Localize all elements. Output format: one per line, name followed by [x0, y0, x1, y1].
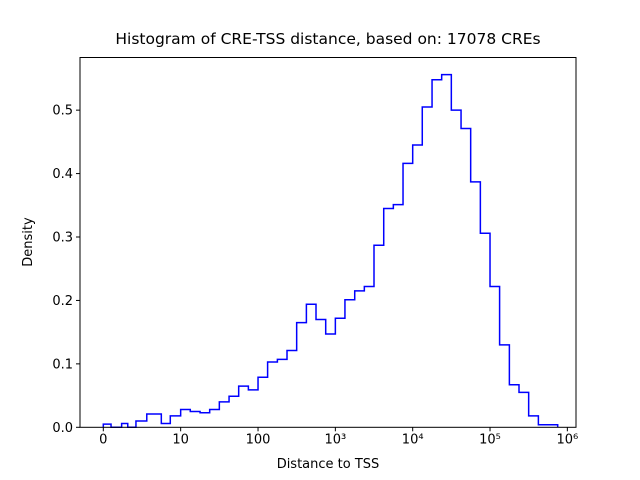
- x-tick-label: 100: [246, 433, 271, 448]
- plot-generated-content: 0 10 100 10³ 10⁴ 10⁵ 10⁶ 0.0 0.1 0.2 0.3 0.4 0.5: [52, 57, 578, 448]
- y-tick-label: 0.3: [52, 231, 73, 246]
- x-tick-label: 10⁶: [556, 433, 578, 448]
- y-axis-label: Density: [21, 217, 36, 267]
- x-tick-label: 0: [99, 433, 107, 448]
- plot-title: Histogram of CRE-TSS distance, based on:…: [115, 30, 540, 48]
- x-axis-label: Distance to TSS: [277, 457, 380, 472]
- y-tick-label: 0.1: [52, 357, 73, 372]
- x-tick-label: 10⁵: [479, 433, 501, 448]
- x-tick-label: 10⁴: [402, 433, 424, 448]
- y-tick-label: 0.0: [52, 421, 73, 436]
- histogram-line: [102, 73, 559, 429]
- y-tick-label: 0.5: [52, 104, 73, 119]
- x-tick-label: 10³: [324, 433, 346, 448]
- x-tick-label: 10: [172, 433, 189, 448]
- axes-spines: [79, 57, 577, 428]
- y-tick-label: 0.4: [52, 167, 73, 182]
- y-tick-label: 0.2: [52, 294, 73, 309]
- plot-area: [80, 57, 576, 428]
